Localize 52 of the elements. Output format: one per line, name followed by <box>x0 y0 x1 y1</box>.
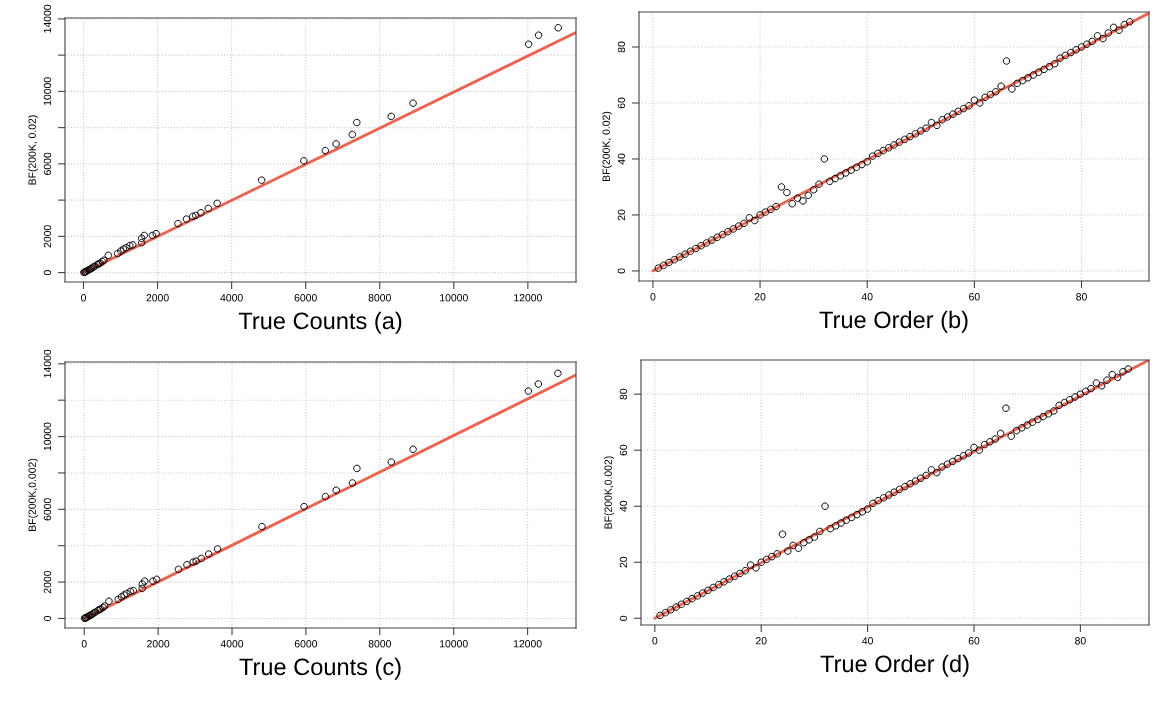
x-axis-title: True Counts (c) <box>239 657 401 680</box>
x-tick-label: 60 <box>968 637 980 645</box>
y-tick-label: 6000 <box>43 152 52 175</box>
y-tick-label: 2000 <box>43 570 52 594</box>
x-tick-label: 0 <box>650 293 656 301</box>
y-tick-label: 10000 <box>43 77 52 106</box>
x-tick-label: 80 <box>1076 293 1087 301</box>
x-tick-label: 20 <box>755 637 767 645</box>
x-tick-label: 10000 <box>440 640 468 648</box>
y-tick-label: 80 <box>617 41 626 53</box>
y-tick-label: 2000 <box>43 225 52 248</box>
y-tick-label: 0 <box>617 268 626 274</box>
x-tick-label: 20 <box>754 293 766 301</box>
x-tick-label: 0 <box>81 640 87 648</box>
y-tick-label: 6000 <box>43 498 52 521</box>
x-axis-title: True Order (b) <box>819 310 968 333</box>
y-tick-label: 60 <box>617 97 626 109</box>
y-tick-label: 80 <box>619 388 628 400</box>
x-tick-label: 40 <box>861 293 873 301</box>
x-tick-label: 60 <box>969 293 980 301</box>
x-tick-label: 0 <box>81 294 86 302</box>
y-tick-label: 40 <box>619 500 628 512</box>
x-axis-title: True Counts (a) <box>238 311 402 334</box>
y-axis-title: BF(200K, 0.02) <box>28 115 38 185</box>
x-tick-label: 6000 <box>294 640 318 648</box>
x-tick-label: 2000 <box>146 294 169 302</box>
y-tick-label: 20 <box>617 209 626 221</box>
x-axis-title: True Order (d) <box>820 654 969 677</box>
y-tick-label: 20 <box>619 556 628 568</box>
y-tick-label: 0 <box>619 615 628 621</box>
x-tick-label: 8000 <box>368 294 391 302</box>
y-tick-label: 14000 <box>43 4 52 33</box>
x-tick-label: 10000 <box>440 294 468 302</box>
x-tick-label: 40 <box>862 637 873 645</box>
x-tick-label: 2000 <box>147 640 170 648</box>
y-tick-label: 60 <box>619 444 628 456</box>
x-tick-label: 8000 <box>368 640 391 648</box>
x-tick-label: 0 <box>652 637 658 645</box>
x-tick-label: 4000 <box>220 294 243 302</box>
y-tick-label: 0 <box>43 615 52 621</box>
y-axis-title: BF(200K,0.002) <box>604 456 614 529</box>
y-tick-label: 14000 <box>43 349 52 378</box>
y-axis-title: BF(200K, 0.02) <box>602 111 612 181</box>
y-tick-label: 40 <box>617 153 626 165</box>
x-tick-label: 12000 <box>513 640 542 648</box>
y-tick-label: 10000 <box>43 422 52 451</box>
x-tick-label: 12000 <box>514 294 542 302</box>
y-tick-label: 0 <box>43 270 52 276</box>
x-tick-label: 4000 <box>220 640 244 648</box>
y-axis-title: BF(200K,0.002) <box>28 458 38 531</box>
x-tick-label: 80 <box>1075 637 1086 645</box>
x-tick-label: 6000 <box>294 294 317 302</box>
